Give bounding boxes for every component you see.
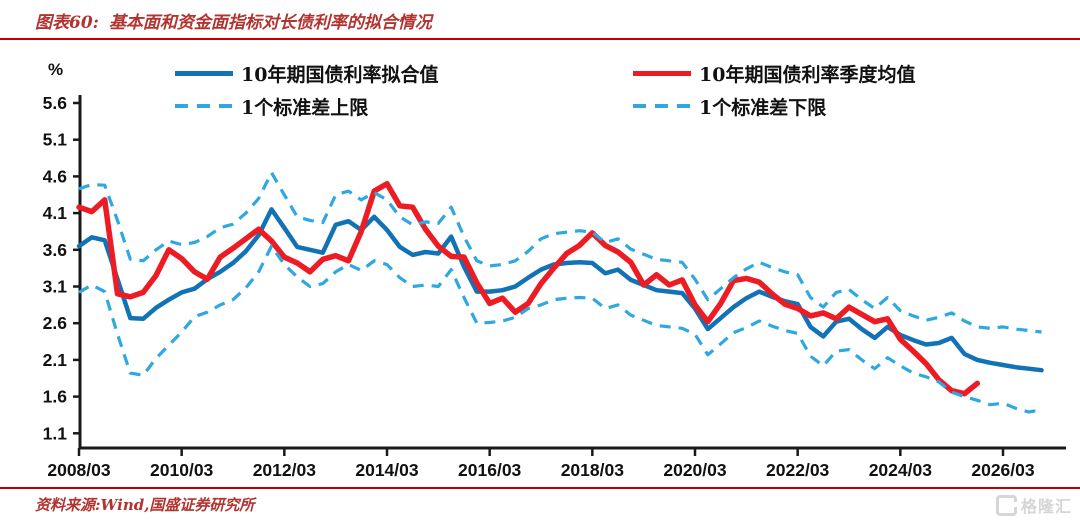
svg-text:1.6: 1.6	[43, 387, 68, 407]
svg-text:4.1: 4.1	[43, 203, 68, 223]
legend-label: 10年期国债利率季度均值	[699, 63, 916, 86]
data-series	[76, 171, 1044, 414]
watermark: 格隆汇	[995, 493, 1072, 517]
svg-text:2012/03: 2012/03	[253, 460, 317, 480]
dashed-line-swatch	[633, 104, 691, 108]
blue-line-swatch	[175, 70, 233, 76]
y-axis-ticks: 5.6 5.1 4.6 4.1 3.6 3.1 2.6 2.1 1.6 1.1	[43, 93, 80, 443]
svg-text:1.1: 1.1	[43, 423, 68, 443]
figure-title-text: 基本面和资金面指标对长债利率的拟合情况	[108, 13, 432, 33]
svg-text:2024/03: 2024/03	[869, 460, 933, 480]
series-band	[78, 244, 1042, 414]
legend-label: 10年期国债利率拟合值	[241, 63, 439, 86]
axes	[78, 95, 1066, 450]
title-divider	[0, 38, 1080, 40]
x-axis-ticks: 2008/03 2010/03 2012/03 2014/03 2016/03 2018/…	[47, 448, 1035, 480]
legend-item-lower-band: 1个标准差下限	[633, 95, 827, 119]
svg-text:2016/03: 2016/03	[458, 460, 522, 480]
svg-text:2020/03: 2020/03	[663, 460, 727, 480]
figure-number: 图表60:	[35, 13, 99, 33]
source-note: 资料来源:Wind,国盛证券研究所	[35, 496, 255, 514]
legend-label: 1个标准差下限	[699, 96, 827, 119]
svg-text:2018/03: 2018/03	[561, 460, 625, 480]
legend-item-actual: 10年期国债利率季度均值	[633, 62, 916, 86]
svg-text:4.6: 4.6	[43, 166, 68, 186]
svg-text:5.6: 5.6	[43, 93, 68, 113]
watermark-text: 格隆汇	[1020, 499, 1072, 516]
svg-text:2026/03: 2026/03	[971, 460, 1035, 480]
dashed-line-swatch	[175, 104, 233, 108]
legend-item-upper-band: 1个标准差上限	[175, 95, 369, 119]
svg-text:3.6: 3.6	[43, 240, 68, 260]
legend-item-fitted: 10年期国债利率拟合值	[175, 62, 439, 86]
gelonghui-logo-icon	[995, 494, 1017, 516]
series-line	[76, 180, 981, 397]
svg-text:2.6: 2.6	[43, 313, 68, 333]
series-band	[78, 171, 1042, 334]
svg-text:3.1: 3.1	[43, 277, 68, 297]
red-line-swatch	[633, 70, 691, 76]
svg-text:5.1: 5.1	[43, 130, 68, 150]
svg-text:2008/03: 2008/03	[47, 460, 111, 480]
footer-divider	[0, 487, 1080, 489]
svg-text:2.1: 2.1	[43, 350, 68, 370]
svg-text:2014/03: 2014/03	[355, 460, 419, 480]
y-axis-unit-label: %	[48, 60, 64, 79]
legend-label: 1个标准差上限	[241, 96, 369, 119]
figure-title: 图表60: 基本面和资金面指标对长债利率的拟合情况	[35, 8, 432, 33]
svg-text:2010/03: 2010/03	[150, 460, 214, 480]
svg-text:2022/03: 2022/03	[766, 460, 830, 480]
